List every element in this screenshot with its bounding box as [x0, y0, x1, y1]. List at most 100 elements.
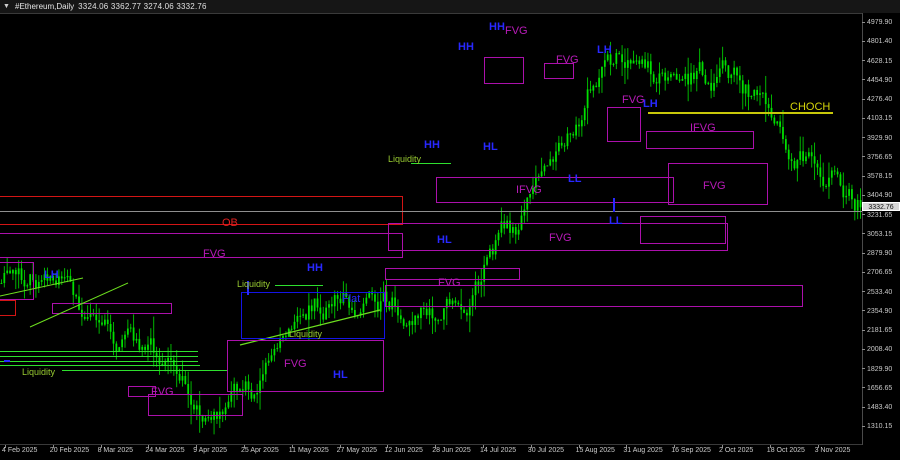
fvg-zone-left-wide[interactable]: [0, 233, 403, 258]
date-tick: [578, 445, 580, 448]
price-tick-label: 2181.65: [867, 327, 893, 334]
date-label: 9 Apr 2025: [193, 447, 228, 454]
fvg-zone-mid-2[interactable]: [388, 223, 728, 251]
price-tick-label: 2706.65: [867, 269, 893, 277]
price-tick-label: 4628.15: [867, 57, 893, 65]
chevron-down-icon[interactable]: ▼: [3, 3, 10, 10]
order-block-zone[interactable]: [0, 196, 403, 225]
date-tick: [148, 445, 150, 448]
price-tick: 3404.90: [862, 191, 892, 200]
fvg-zone-upper-1[interactable]: [544, 63, 574, 79]
fvg-label: FVG: [505, 25, 528, 37]
ifvg-zone-right[interactable]: [646, 131, 754, 149]
date-tick: [626, 445, 628, 448]
fvg-zone-upper-2[interactable]: [607, 107, 641, 142]
price-tick-label: 2354.90: [867, 307, 893, 315]
price-tick-label: 2879.90: [867, 250, 893, 257]
price-tick: 2879.90: [862, 249, 892, 258]
price-tick: 3929.90: [862, 134, 892, 143]
date-tick: [817, 445, 819, 448]
fvg-zone-right[interactable]: [668, 163, 768, 205]
liquidity-line-5: [62, 370, 227, 371]
price-tick-label: 2008.40: [867, 346, 893, 354]
ob-label: OB: [222, 217, 238, 229]
date-label: 20 Feb 2025: [49, 447, 90, 454]
date-label: 2 Oct 2025: [719, 447, 754, 454]
price-tick-label: 3231.65: [867, 211, 893, 219]
fvg-zone-small-1[interactable]: [128, 386, 156, 397]
market-structure-label: LH: [44, 269, 59, 281]
market-structure-label: LL: [609, 215, 623, 227]
liquidity-label: Liquidity: [237, 279, 271, 289]
price-tick-label: 1310.15: [867, 423, 893, 431]
price-tick-label: 4801.40: [867, 38, 893, 46]
price-tick-label: 3053.15: [867, 230, 893, 238]
flat-range-box[interactable]: [241, 292, 385, 339]
choch-line[interactable]: [648, 112, 833, 114]
price-tick: 1656.65: [862, 384, 892, 393]
price-tick-label: 4454.90: [867, 76, 893, 84]
date-label: 11 May 2025: [288, 447, 329, 454]
price-tick-label: 3404.90: [867, 192, 893, 200]
date-label: 31 Aug 2025: [623, 447, 663, 454]
liquidity-line-mid: [411, 163, 451, 164]
ob-mid-line: [0, 211, 862, 212]
date-tick: [291, 445, 293, 448]
date-tick: [435, 445, 437, 448]
date-tick: [100, 445, 102, 448]
fvg-label: FVG: [203, 248, 226, 260]
liquidity-line-2: [0, 356, 198, 357]
fvg-label: FVG: [556, 54, 579, 66]
date-tick: [530, 445, 532, 448]
choch-label: CHOCH: [790, 101, 831, 113]
ll-marker-1: [613, 198, 615, 212]
liquidity-label: Liquidity: [289, 329, 323, 339]
date-tick: [52, 445, 54, 448]
price-tick: 3053.15: [862, 230, 892, 239]
price-tick: 1829.90: [862, 365, 892, 374]
date-tick: [769, 445, 771, 448]
symbol-period-label: #Ethereum,Daily: [15, 2, 75, 11]
price-tick-label: 1829.90: [867, 365, 893, 373]
price-tick-label: 3756.65: [867, 153, 893, 161]
price-tick: 2181.65: [862, 326, 892, 335]
date-label: 14 Jul 2025: [480, 447, 517, 454]
market-structure-label: HH: [424, 139, 440, 151]
fvg-zone-mid-1[interactable]: [385, 268, 520, 280]
date-tick: [387, 445, 389, 448]
fvg-zone-left-2[interactable]: [52, 303, 172, 314]
liquidity-line-4: [0, 365, 200, 366]
date-label: 3 Nov 2025: [814, 447, 851, 454]
price-tick: 2354.90: [862, 307, 892, 316]
fvg-label: IFVG: [690, 122, 716, 134]
date-label: 25 Apr 2025: [241, 447, 279, 454]
date-tick: [244, 445, 245, 448]
time-axis[interactable]: 4 Feb 2025 20 Feb 2025 8 Mar 2025 24 Mar 20…: [0, 445, 900, 460]
ifvg-zone-upper[interactable]: [484, 57, 524, 84]
fvg-zone-low-left[interactable]: [148, 394, 243, 416]
ob-zone-edge[interactable]: [0, 300, 16, 316]
market-structure-label: HL: [333, 369, 348, 381]
date-label: 4 Feb 2025: [2, 447, 38, 454]
price-tick: 4454.90: [862, 76, 892, 85]
fvg-zone-under-flat[interactable]: [227, 340, 384, 392]
price-tick: 3231.65: [862, 211, 892, 220]
ohlc-values: 3324.06 3362.77 3274.06 3332.76: [78, 2, 207, 11]
ifvg-zone-mid[interactable]: [436, 177, 674, 203]
date-label: 24 Mar 2025: [145, 447, 185, 454]
price-tick: 4628.15: [862, 57, 892, 66]
fvg-zone-edge-1[interactable]: [0, 262, 34, 300]
fvg-zone-mid-wide[interactable]: [385, 285, 803, 307]
price-tick: 1483.40: [862, 403, 892, 412]
chart-plot-area[interactable]: LH HH HL HH HL HH HH LH LH LL LL HL FVG FVG FVG FVG FVG F…: [0, 13, 862, 445]
fvg-zone-right-low[interactable]: [640, 216, 726, 244]
liquidity-line-flat: [275, 285, 323, 286]
flat-label: Flat: [342, 293, 361, 305]
price-tick-label: 1483.40: [867, 404, 893, 411]
liquidity-line-3: [0, 361, 198, 362]
date-tick: [674, 445, 676, 448]
price-tick-label: 4103.15: [867, 115, 893, 123]
date-tick: [483, 445, 484, 448]
price-axis[interactable]: 4979.90 4801.40 4628.15 4454.90 4276.40 4103.…: [862, 13, 900, 445]
